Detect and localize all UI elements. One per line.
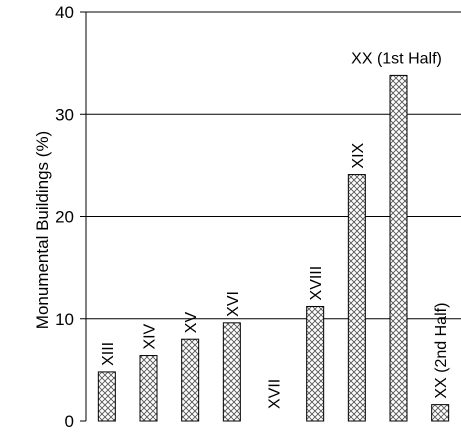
bar-category-label: XIX	[350, 142, 367, 168]
bars	[97, 74, 450, 422]
bar	[389, 74, 408, 422]
y-tick-label: 20	[55, 208, 74, 227]
bar	[306, 305, 325, 422]
bar	[347, 174, 366, 422]
y-tick-label: 0	[65, 412, 74, 427]
bar	[222, 322, 241, 422]
y-tick-label: 10	[55, 310, 74, 329]
y-tick-label: 40	[55, 3, 74, 22]
bar-labels: XIII XIV XV XVI XVII XVIII XIX XX (1st Half) XX …	[100, 50, 450, 409]
bar	[139, 355, 158, 422]
bar-category-label: XVIII	[308, 266, 325, 301]
bar	[181, 338, 200, 422]
bar-category-label: XX (2nd Half)	[433, 303, 450, 399]
bar-category-label: XX (1st Half)	[351, 50, 442, 67]
bar	[431, 404, 450, 422]
bar-category-label: XIV	[142, 323, 159, 349]
axes: 0 10 20 30 40	[55, 3, 87, 431]
bar-category-label: XVI	[225, 291, 242, 317]
bar-category-label: XIII	[100, 342, 117, 366]
y-tick-label: 30	[55, 105, 74, 124]
y-axis-title: Monumental Buildings (%)	[33, 131, 52, 329]
bar	[97, 371, 116, 422]
bar-category-label: XV	[183, 312, 200, 334]
bar-category-label: XVII	[267, 379, 284, 409]
